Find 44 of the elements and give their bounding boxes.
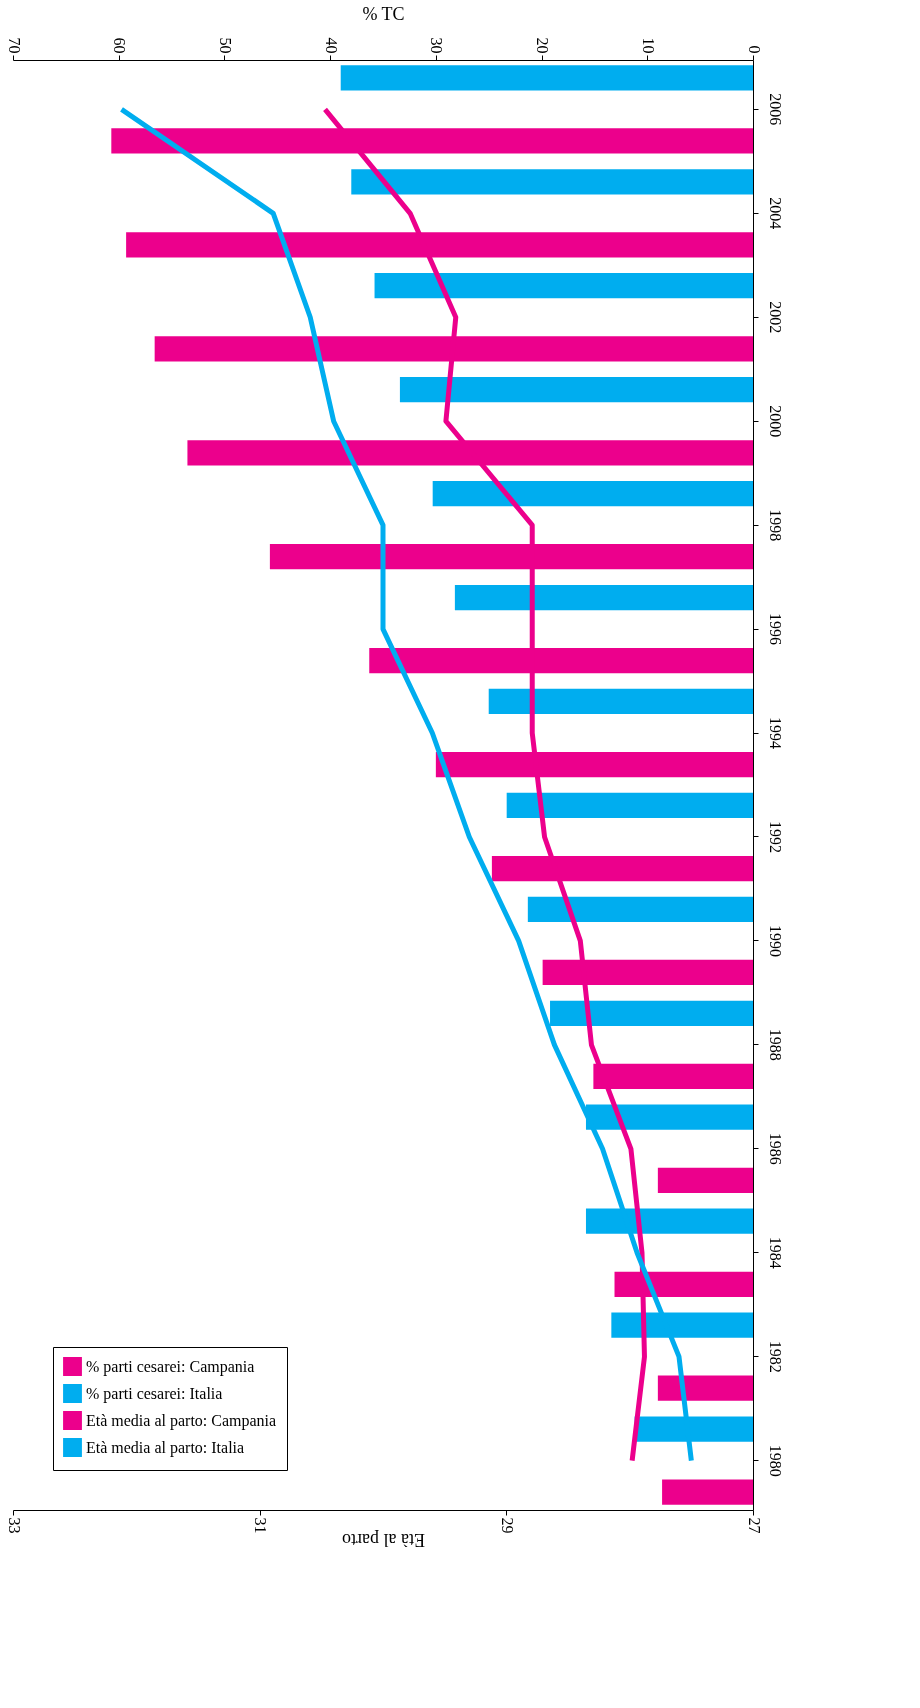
x2-tick-label: 29	[498, 1517, 516, 1534]
y-tick-label: 1986	[766, 1132, 784, 1165]
x-tick-label: 30	[428, 37, 446, 54]
x-tick-label: 20	[534, 37, 552, 54]
x-tick-label: 40	[322, 37, 340, 54]
y-tick-label: 1998	[766, 509, 784, 542]
bar	[351, 169, 753, 195]
bar	[662, 1479, 753, 1505]
y-tick-label: 1994	[766, 717, 784, 750]
y-tick-label: 1990	[766, 924, 784, 957]
x-axis-title: % TC	[362, 3, 405, 24]
y-tick-label: 1992	[766, 820, 784, 853]
y-tick-label: 1980	[766, 1444, 784, 1477]
legend-label: Età media al parto: Campania	[86, 1411, 277, 1430]
bar	[527, 896, 753, 922]
bar	[399, 377, 753, 403]
bar	[432, 480, 753, 507]
y-tick-label: 2002	[766, 301, 784, 334]
bar	[340, 65, 753, 91]
y-tick-label: 1996	[766, 613, 784, 646]
legend-label: Età media al parto: Italia	[86, 1438, 245, 1457]
x-tick-label: 10	[639, 37, 657, 54]
x2-tick-label: 33	[5, 1517, 23, 1534]
x2-tick-label: 27	[745, 1517, 763, 1534]
bar	[374, 273, 753, 299]
legend-label: % parti cesarei: Campania	[86, 1357, 255, 1376]
x-tick-label: 0	[745, 45, 763, 54]
y-tick-label: 1984	[766, 1236, 784, 1269]
y-tick-label: 1982	[766, 1340, 784, 1373]
bar	[488, 688, 753, 715]
x-tick-label: 50	[216, 37, 234, 54]
bar	[454, 584, 753, 611]
x2-axis-title: Età al parto	[342, 1529, 425, 1550]
y-tick-label: 2000	[766, 405, 784, 438]
x2-tick-label: 31	[252, 1517, 270, 1534]
bar	[657, 1167, 753, 1193]
y-tick-label: 2004	[766, 197, 784, 230]
bar	[506, 792, 753, 819]
x-tick-label: 60	[111, 37, 129, 54]
legend-label: % parti cesarei: Italia	[86, 1384, 223, 1403]
bar	[657, 1375, 753, 1401]
x-tick-label: 70	[5, 37, 23, 54]
y-tick-label: 2006	[766, 93, 784, 126]
y-tick-label: 1988	[766, 1028, 784, 1061]
